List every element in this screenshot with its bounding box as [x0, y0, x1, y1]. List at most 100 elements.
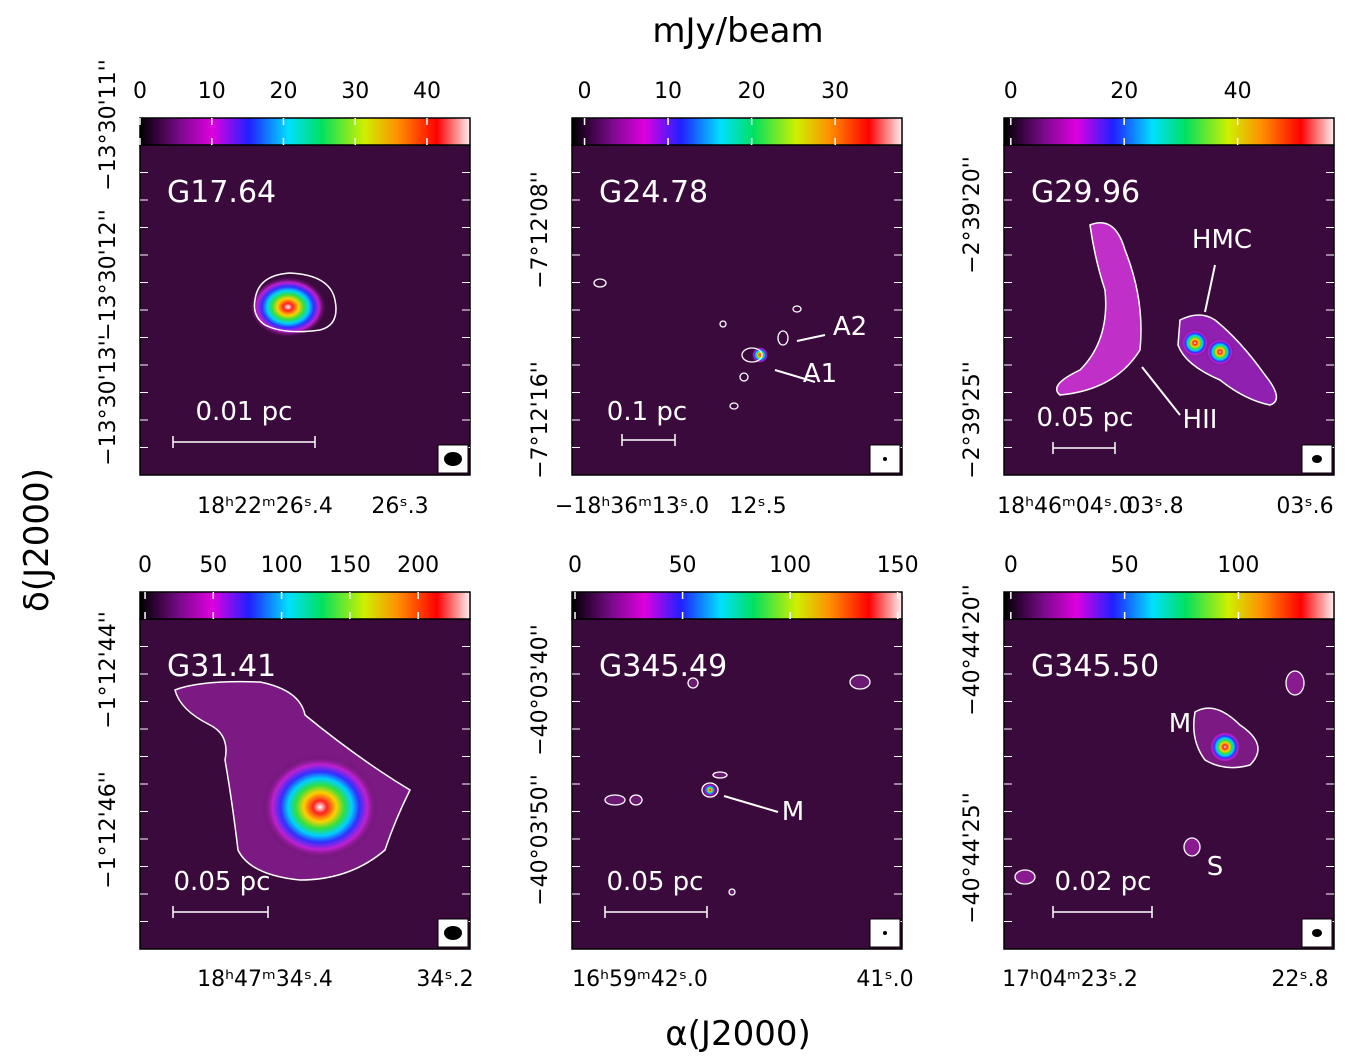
colorbar-tick-label: 100 [769, 553, 811, 578]
panel: 0 50 100 150 G345.49 0.05 pc −40°03'50'' −40°03… [528, 553, 919, 992]
contour [849, 674, 871, 690]
x-tick-label: 34ˢ.2 [416, 967, 473, 992]
colorbar-tick-label: 30 [821, 79, 849, 104]
colorbar-tick-label: 40 [413, 79, 441, 104]
y-tick-label: −2°39'20'' [960, 156, 985, 274]
x-tick-label: 22ˢ.8 [1271, 967, 1328, 992]
scale-bar-label: 0.05 pc [1037, 403, 1134, 433]
y-tick-label: −13°30'11'' [96, 59, 121, 191]
colorbar-tick-label: 10 [198, 79, 226, 104]
contour [593, 278, 607, 288]
colorbar [571, 117, 903, 146]
y-tick-label: −40°03'40'' [528, 624, 553, 756]
contour [604, 794, 626, 806]
panel-name: G17.64 [167, 175, 276, 210]
contour [792, 305, 802, 313]
emission [752, 347, 768, 363]
colorbar-tick-label: 150 [877, 553, 919, 578]
contour [777, 330, 789, 346]
contour [629, 794, 643, 806]
beam [1312, 455, 1322, 463]
beam [883, 931, 887, 935]
contour [1183, 837, 1201, 857]
colorbar-tick-label: 0 [133, 79, 147, 104]
colorbar-tick-label: 50 [199, 553, 227, 578]
x-tick-label: 26ˢ.3 [371, 494, 428, 519]
x-tick-label: 16ʰ59ᵐ42ˢ.0 [572, 967, 708, 992]
contour [712, 771, 728, 779]
contour [741, 347, 763, 363]
y-tick-label: −1°12'44'' [96, 611, 121, 729]
colorbar-tick-label: 0 [578, 79, 592, 104]
emission [1181, 329, 1209, 357]
colorbar-tick-label: 50 [1111, 553, 1139, 578]
x-tick-label: 18ʰ46ᵐ04ˢ.0 [997, 494, 1133, 519]
contour [739, 372, 749, 382]
scale-bar-label: 0.05 pc [174, 867, 271, 897]
colorbar-tick-label: 0 [1004, 79, 1018, 104]
x-tick-label: −18ʰ36ᵐ13ˢ.0 [555, 494, 709, 519]
panel-name: G29.96 [1031, 175, 1140, 210]
scale-bar-label: 0.05 pc [607, 867, 704, 897]
y-tick-label: −40°44'25'' [960, 792, 985, 924]
colorbar-unit: mJy/beam [652, 11, 823, 51]
colorbar-tick-label: 10 [654, 79, 682, 104]
y-tick-label: −7°12'16'' [528, 361, 553, 479]
colorbar [1003, 117, 1335, 146]
y-tick-label: −1°12'46'' [96, 771, 121, 889]
panel: 0 50 100 G345.50 0.02 pc −40°44'25'' −40°44'20… [960, 553, 1335, 992]
colorbar-tick-label: 20 [738, 79, 766, 104]
scale-bar-label: 0.1 pc [607, 397, 687, 427]
colorbar-tick-label: 150 [329, 553, 371, 578]
colorbar [139, 591, 471, 620]
annotation: HII [1183, 405, 1218, 435]
annotation: A1 [803, 359, 837, 389]
arrow [774, 334, 826, 383]
arrow [723, 795, 779, 813]
x-tick-label: 18ʰ47ᵐ34ˢ.4 [197, 967, 333, 992]
panel-name: G345.49 [599, 649, 727, 684]
panel: 0 20 40 G29.96 0.05 pc −2°39'25'' −2°39'20'' 18… [960, 79, 1335, 519]
annotation: A2 [833, 312, 867, 342]
image-background [572, 145, 902, 475]
colorbar-tick-label: 0 [1004, 553, 1018, 578]
scale-bar [172, 906, 269, 918]
colorbar-tick-label: 30 [341, 79, 369, 104]
emission [1056, 222, 1142, 396]
contour [253, 272, 337, 333]
emission [1206, 338, 1234, 366]
x-tick-label: 41ˢ.0 [856, 967, 913, 992]
colorbar-tick-label: 0 [138, 553, 152, 578]
arrow [1141, 264, 1216, 416]
scale-bar [1052, 442, 1116, 454]
annotation: S [1207, 852, 1224, 882]
contour [728, 888, 736, 896]
colorbar-tick-label: 40 [1224, 79, 1252, 104]
contour [729, 402, 739, 410]
colorbar-tick-label: 100 [1217, 553, 1259, 578]
y-axis-label: δ(J2000) [17, 468, 57, 612]
scale-bar [604, 906, 708, 918]
y-tick-label: −13°30'12'' [96, 209, 121, 341]
emission [704, 784, 716, 796]
colorbar-tick-label: 100 [261, 553, 303, 578]
beam [883, 457, 887, 461]
x-tick-label: 12ˢ.5 [729, 494, 786, 519]
colorbar-tick-label: 20 [269, 79, 297, 104]
x-axis-label: α(J2000) [665, 1014, 811, 1054]
colorbar-tick-label: 50 [669, 553, 697, 578]
emission [250, 277, 326, 337]
x-tick-label: 17ʰ04ᵐ23ˢ.2 [1002, 967, 1138, 992]
emission [262, 755, 378, 859]
contour [1285, 670, 1305, 696]
panel: 0 50 100 150 200 G31.41 0.05 pc −1°12'46'' −1°12… [96, 553, 474, 992]
scale-bar-label: 0.01 pc [196, 397, 293, 427]
x-tick-label: 03ˢ.8 [1126, 494, 1183, 519]
contour [687, 677, 699, 689]
panel: 0 10 20 30 G24.78 0.1 pc −7°12'16'' −7°12'08'' −… [528, 79, 903, 519]
x-tick-label: 03ˢ.6 [1276, 494, 1333, 519]
image-background [1004, 145, 1334, 475]
colorbar [139, 117, 471, 146]
